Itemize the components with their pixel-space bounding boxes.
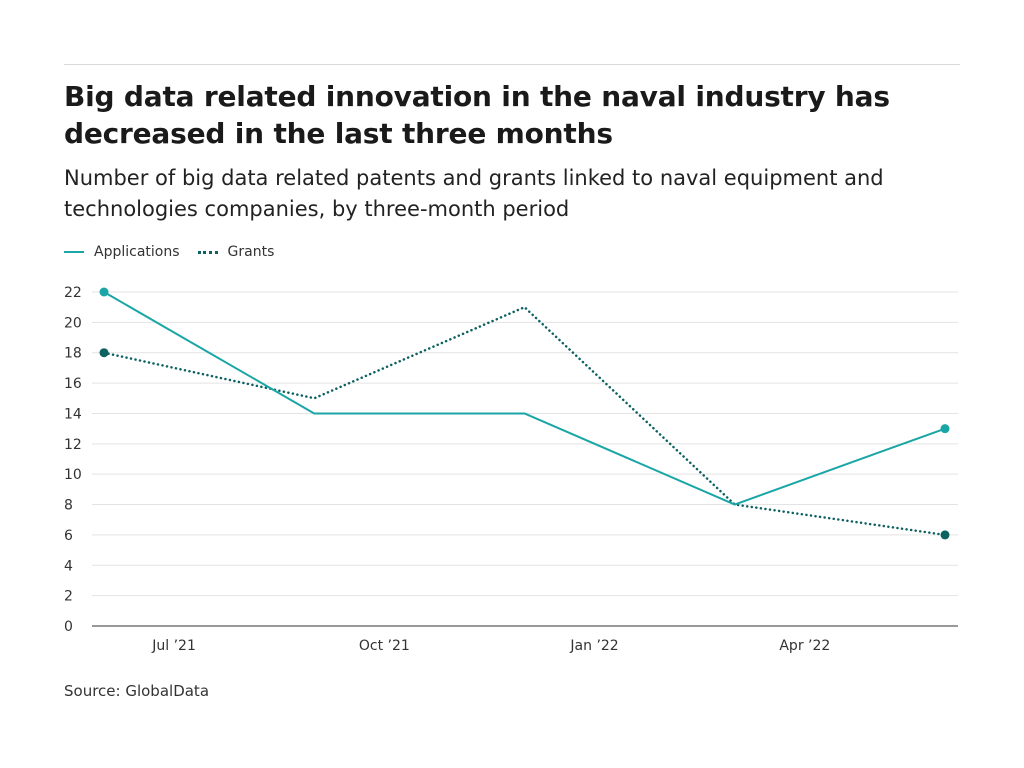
y-tick-label-18: 18: [64, 346, 82, 362]
y-tick-label-10: 10: [64, 467, 82, 483]
legend-label-grants: Grants: [227, 244, 275, 260]
x-tick-label-3: Apr ’22: [779, 638, 830, 654]
x-tick-label-1: Oct ’21: [359, 638, 410, 654]
y-tick-label-0: 0: [64, 619, 73, 635]
y-tick-label-16: 16: [64, 376, 82, 392]
point-grants-0: [99, 348, 109, 358]
legend-swatch-grants: [197, 250, 218, 254]
legend-label-applications: Applications: [94, 244, 180, 260]
legend-swatch-applications: [64, 251, 84, 253]
y-tick-label-12: 12: [64, 437, 82, 453]
series-line-grants: [102, 305, 947, 537]
chart-subtitle: Number of big data related patents and g…: [64, 166, 884, 221]
legend-item-applications: Applications: [64, 244, 180, 260]
point-applications-0: [99, 287, 109, 297]
y-tick-label-8: 8: [64, 498, 73, 514]
x-tick-label-0: Jul ’21: [151, 638, 196, 654]
line-chart: 0 2 4 6 8 10 12 14 16 18 20 22 Jul ’21 Oct ’21 Jan ’22…: [64, 285, 958, 654]
legend-item-grants: Grants: [197, 244, 275, 260]
y-tick-label-6: 6: [64, 528, 73, 544]
point-grants-4: [940, 530, 950, 540]
y-tick-label-4: 4: [64, 558, 73, 574]
source-note: Source: GlobalData: [64, 682, 210, 700]
legend: Applications Grants: [64, 242, 292, 262]
y-tick-label-22: 22: [64, 285, 82, 301]
y-tick-label-14: 14: [64, 406, 82, 422]
point-applications-4: [940, 424, 950, 434]
series-line-applications: [103, 291, 946, 506]
x-tick-label-2: Jan ’22: [569, 638, 618, 654]
top-rule: [64, 64, 960, 65]
y-tick-label-2: 2: [64, 589, 73, 605]
y-tick-label-20: 20: [64, 315, 82, 331]
chart-title: Big data related innovation in the naval…: [64, 80, 890, 150]
